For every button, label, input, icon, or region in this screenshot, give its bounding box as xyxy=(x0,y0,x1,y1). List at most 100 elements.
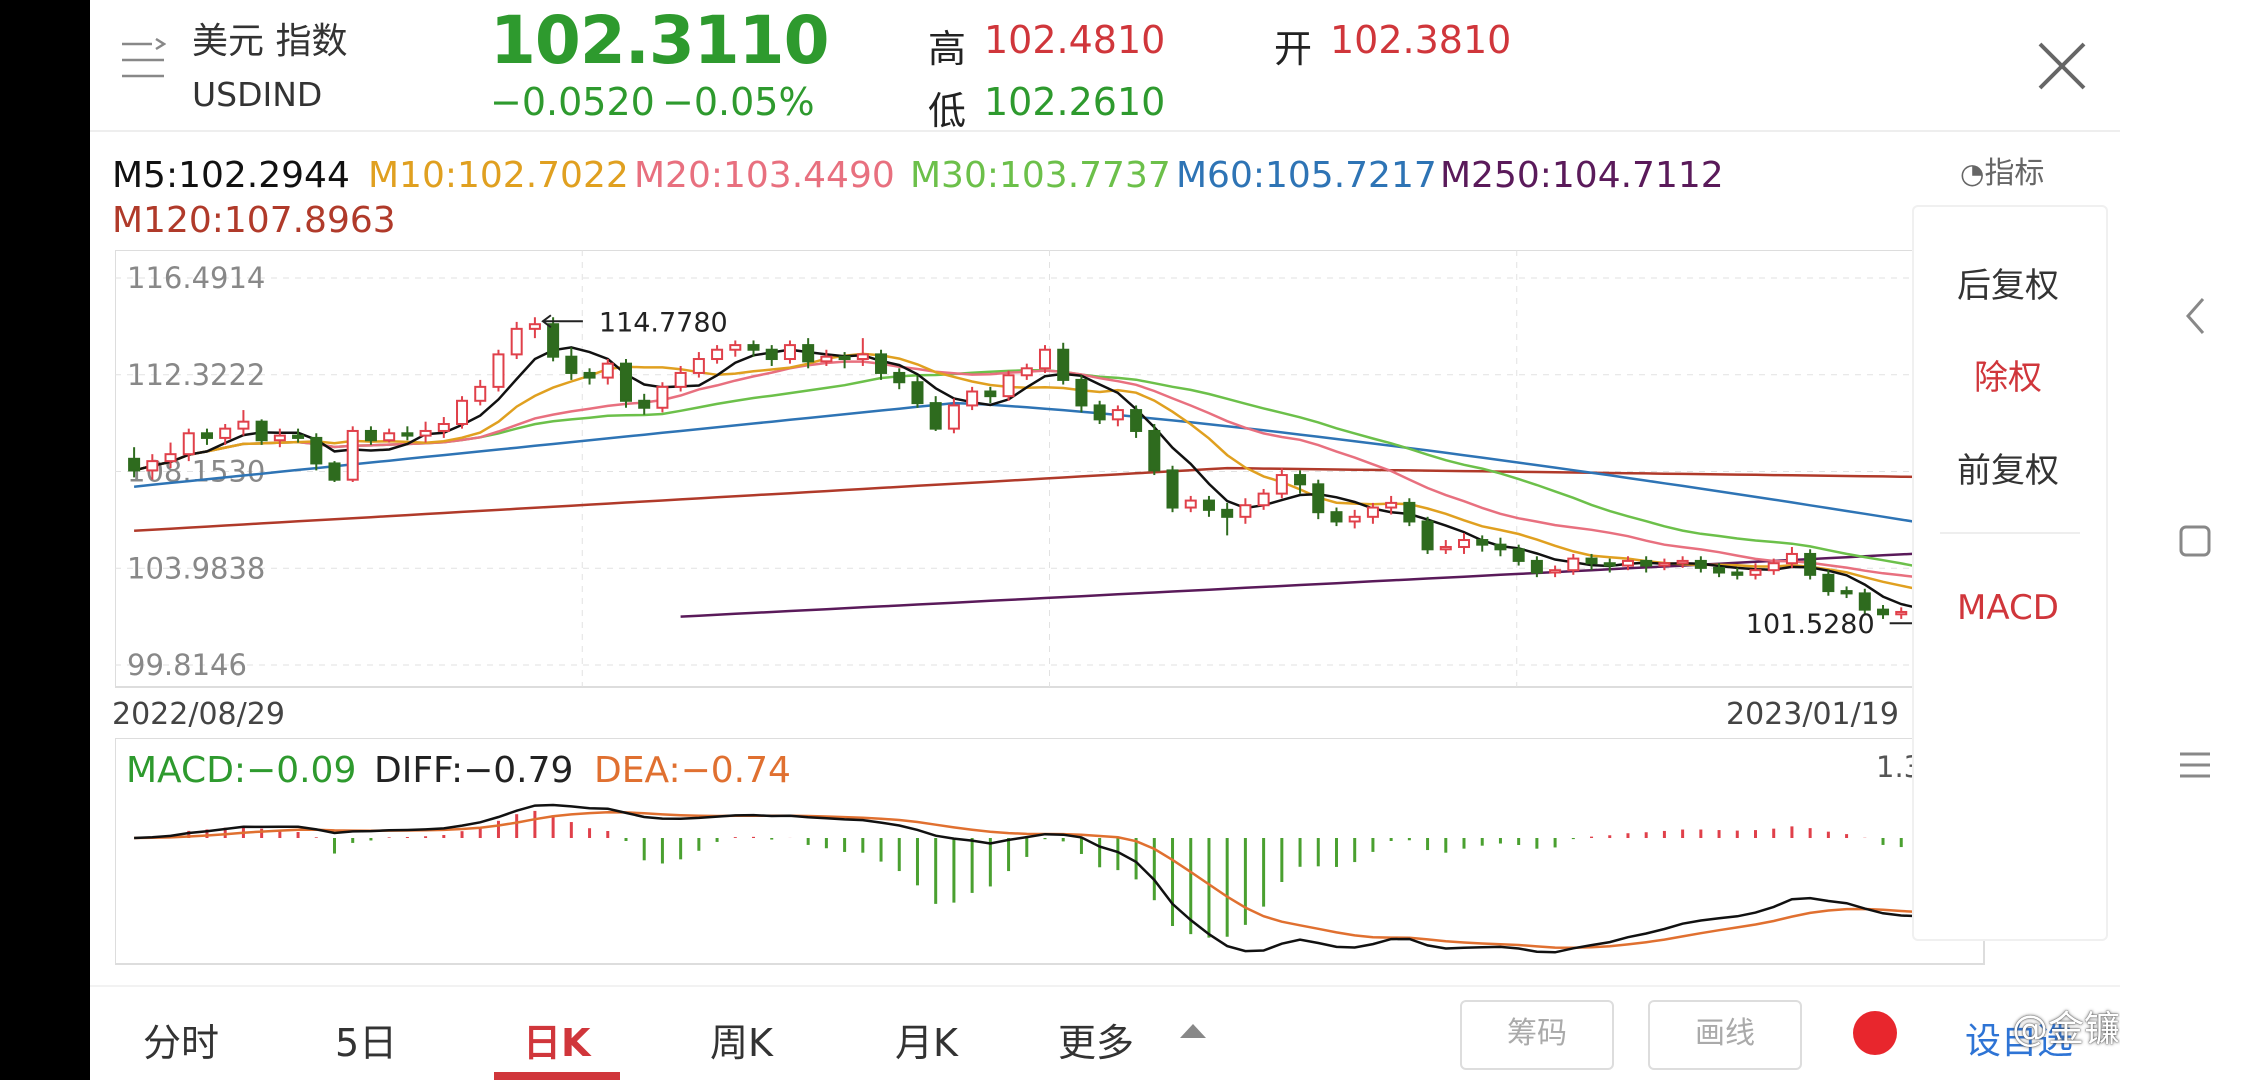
candle xyxy=(966,386,979,411)
diff-line xyxy=(134,803,1957,954)
candle xyxy=(1822,570,1835,596)
record-dot-icon[interactable] xyxy=(1850,1008,1900,1062)
candle xyxy=(565,347,578,380)
candle xyxy=(1020,363,1033,380)
candle xyxy=(1148,423,1161,476)
candle xyxy=(1130,405,1143,438)
candle xyxy=(547,317,560,362)
candle xyxy=(729,340,742,357)
candle xyxy=(237,410,250,436)
candle xyxy=(1421,516,1434,554)
candle xyxy=(401,426,414,441)
tab-intraday[interactable]: 分时 xyxy=(143,1021,220,1065)
macd-chart[interactable] xyxy=(115,738,1985,968)
chips-button[interactable]: 筹码 xyxy=(1460,1000,1614,1070)
candle xyxy=(1621,556,1634,571)
tab-more[interactable]: 更多 xyxy=(1058,1021,1135,1065)
y-tick-label: 108.1530 xyxy=(127,455,265,489)
tab-5day[interactable]: 5日 xyxy=(335,1021,398,1065)
watermark: @金镰刀~ xyxy=(2012,1009,2120,1050)
indicator-button[interactable]: ◔指标 xyxy=(1960,148,2044,192)
candle xyxy=(1767,558,1780,575)
quote-panel: 美元 指数 USDIND 102.3110 −0.0520 −0.05% 高 1… xyxy=(90,0,2120,1080)
macd-value: MACD:−0.09 xyxy=(126,750,357,791)
ma10-label: M10:102.7022 xyxy=(368,155,629,196)
candle xyxy=(1111,405,1124,427)
last-price: 102.3110 xyxy=(490,2,830,79)
side-item-back-adjust[interactable]: 后复权 xyxy=(1957,266,2059,306)
candle xyxy=(1731,567,1744,580)
candle xyxy=(1512,544,1525,566)
candle xyxy=(1330,507,1343,527)
back-icon[interactable] xyxy=(2183,296,2209,340)
high-label: 高 xyxy=(928,27,967,71)
candle xyxy=(984,386,997,404)
candle xyxy=(601,359,614,385)
add-watchlist-button[interactable]: 设自选 xyxy=(1965,1021,2074,1062)
candle xyxy=(1239,498,1252,524)
candle xyxy=(1166,465,1179,513)
diff-value: DIFF:−0.79 xyxy=(374,750,574,791)
tab-monthly-k[interactable]: 月K xyxy=(895,1021,958,1065)
candle xyxy=(1057,342,1070,385)
candle xyxy=(219,423,232,445)
candle xyxy=(1202,495,1215,517)
candle xyxy=(492,349,505,392)
side-menu xyxy=(1912,205,2108,941)
candle xyxy=(1804,549,1817,580)
candle xyxy=(1184,495,1197,513)
candle xyxy=(310,433,323,471)
candle xyxy=(1221,502,1234,536)
tab-active-underline xyxy=(494,1072,620,1080)
candle xyxy=(419,421,432,443)
menu-icon[interactable] xyxy=(120,37,167,86)
bottom-divider xyxy=(90,985,2120,987)
candle xyxy=(1895,607,1908,619)
low-label: 低 xyxy=(928,89,967,133)
candle xyxy=(1348,509,1361,529)
draw-line-button[interactable]: 画线 xyxy=(1648,1000,1802,1070)
candle xyxy=(856,338,869,366)
candle xyxy=(128,447,141,478)
max-annotation: 114.7780 xyxy=(599,307,728,338)
candle xyxy=(929,396,942,431)
candle xyxy=(456,396,469,429)
candle xyxy=(1530,556,1543,578)
candle xyxy=(1676,556,1689,568)
candlestick-chart[interactable]: 116.4914112.3222108.1530103.983899.8146 … xyxy=(115,250,1985,700)
tab-weekly-k[interactable]: 周K xyxy=(710,1021,773,1065)
candle xyxy=(292,428,305,443)
close-icon[interactable] xyxy=(2036,40,2088,96)
end-date: 2023/01/19 xyxy=(1726,697,1899,732)
ma120-label: M120:107.8963 xyxy=(112,200,396,241)
candle xyxy=(783,340,796,364)
candle xyxy=(146,454,159,480)
side-item-macd[interactable]: MACD xyxy=(1957,588,2059,628)
candle xyxy=(911,375,924,408)
home-icon[interactable] xyxy=(2178,524,2212,562)
candle xyxy=(1658,558,1671,571)
open-label: 开 xyxy=(1274,27,1313,71)
side-item-forward-adjust[interactable]: 前复权 xyxy=(1957,451,2059,491)
recents-icon[interactable] xyxy=(2178,750,2212,784)
candles xyxy=(128,317,1962,626)
candle xyxy=(474,379,487,406)
candle xyxy=(1458,533,1471,554)
side-item-ex-rights[interactable]: 除权 xyxy=(1974,358,2042,398)
candle xyxy=(802,338,815,369)
low-value: 102.2610 xyxy=(984,80,1166,124)
y-tick-label: 112.3222 xyxy=(127,358,265,392)
candle xyxy=(711,345,724,364)
candle xyxy=(1603,558,1616,573)
candle xyxy=(1439,540,1452,554)
candle xyxy=(1567,553,1580,575)
candle xyxy=(1877,605,1890,619)
ma30-label: M30:103.7737 xyxy=(910,155,1171,196)
tab-daily-k[interactable]: 日K xyxy=(523,1021,591,1065)
ma60-line xyxy=(133,401,1957,530)
candle xyxy=(1840,586,1853,599)
macd-lines xyxy=(134,803,1957,954)
start-date: 2022/08/29 xyxy=(112,697,285,732)
caret-up-icon[interactable] xyxy=(1178,1022,1208,1046)
price-change: −0.0520 xyxy=(490,80,655,124)
